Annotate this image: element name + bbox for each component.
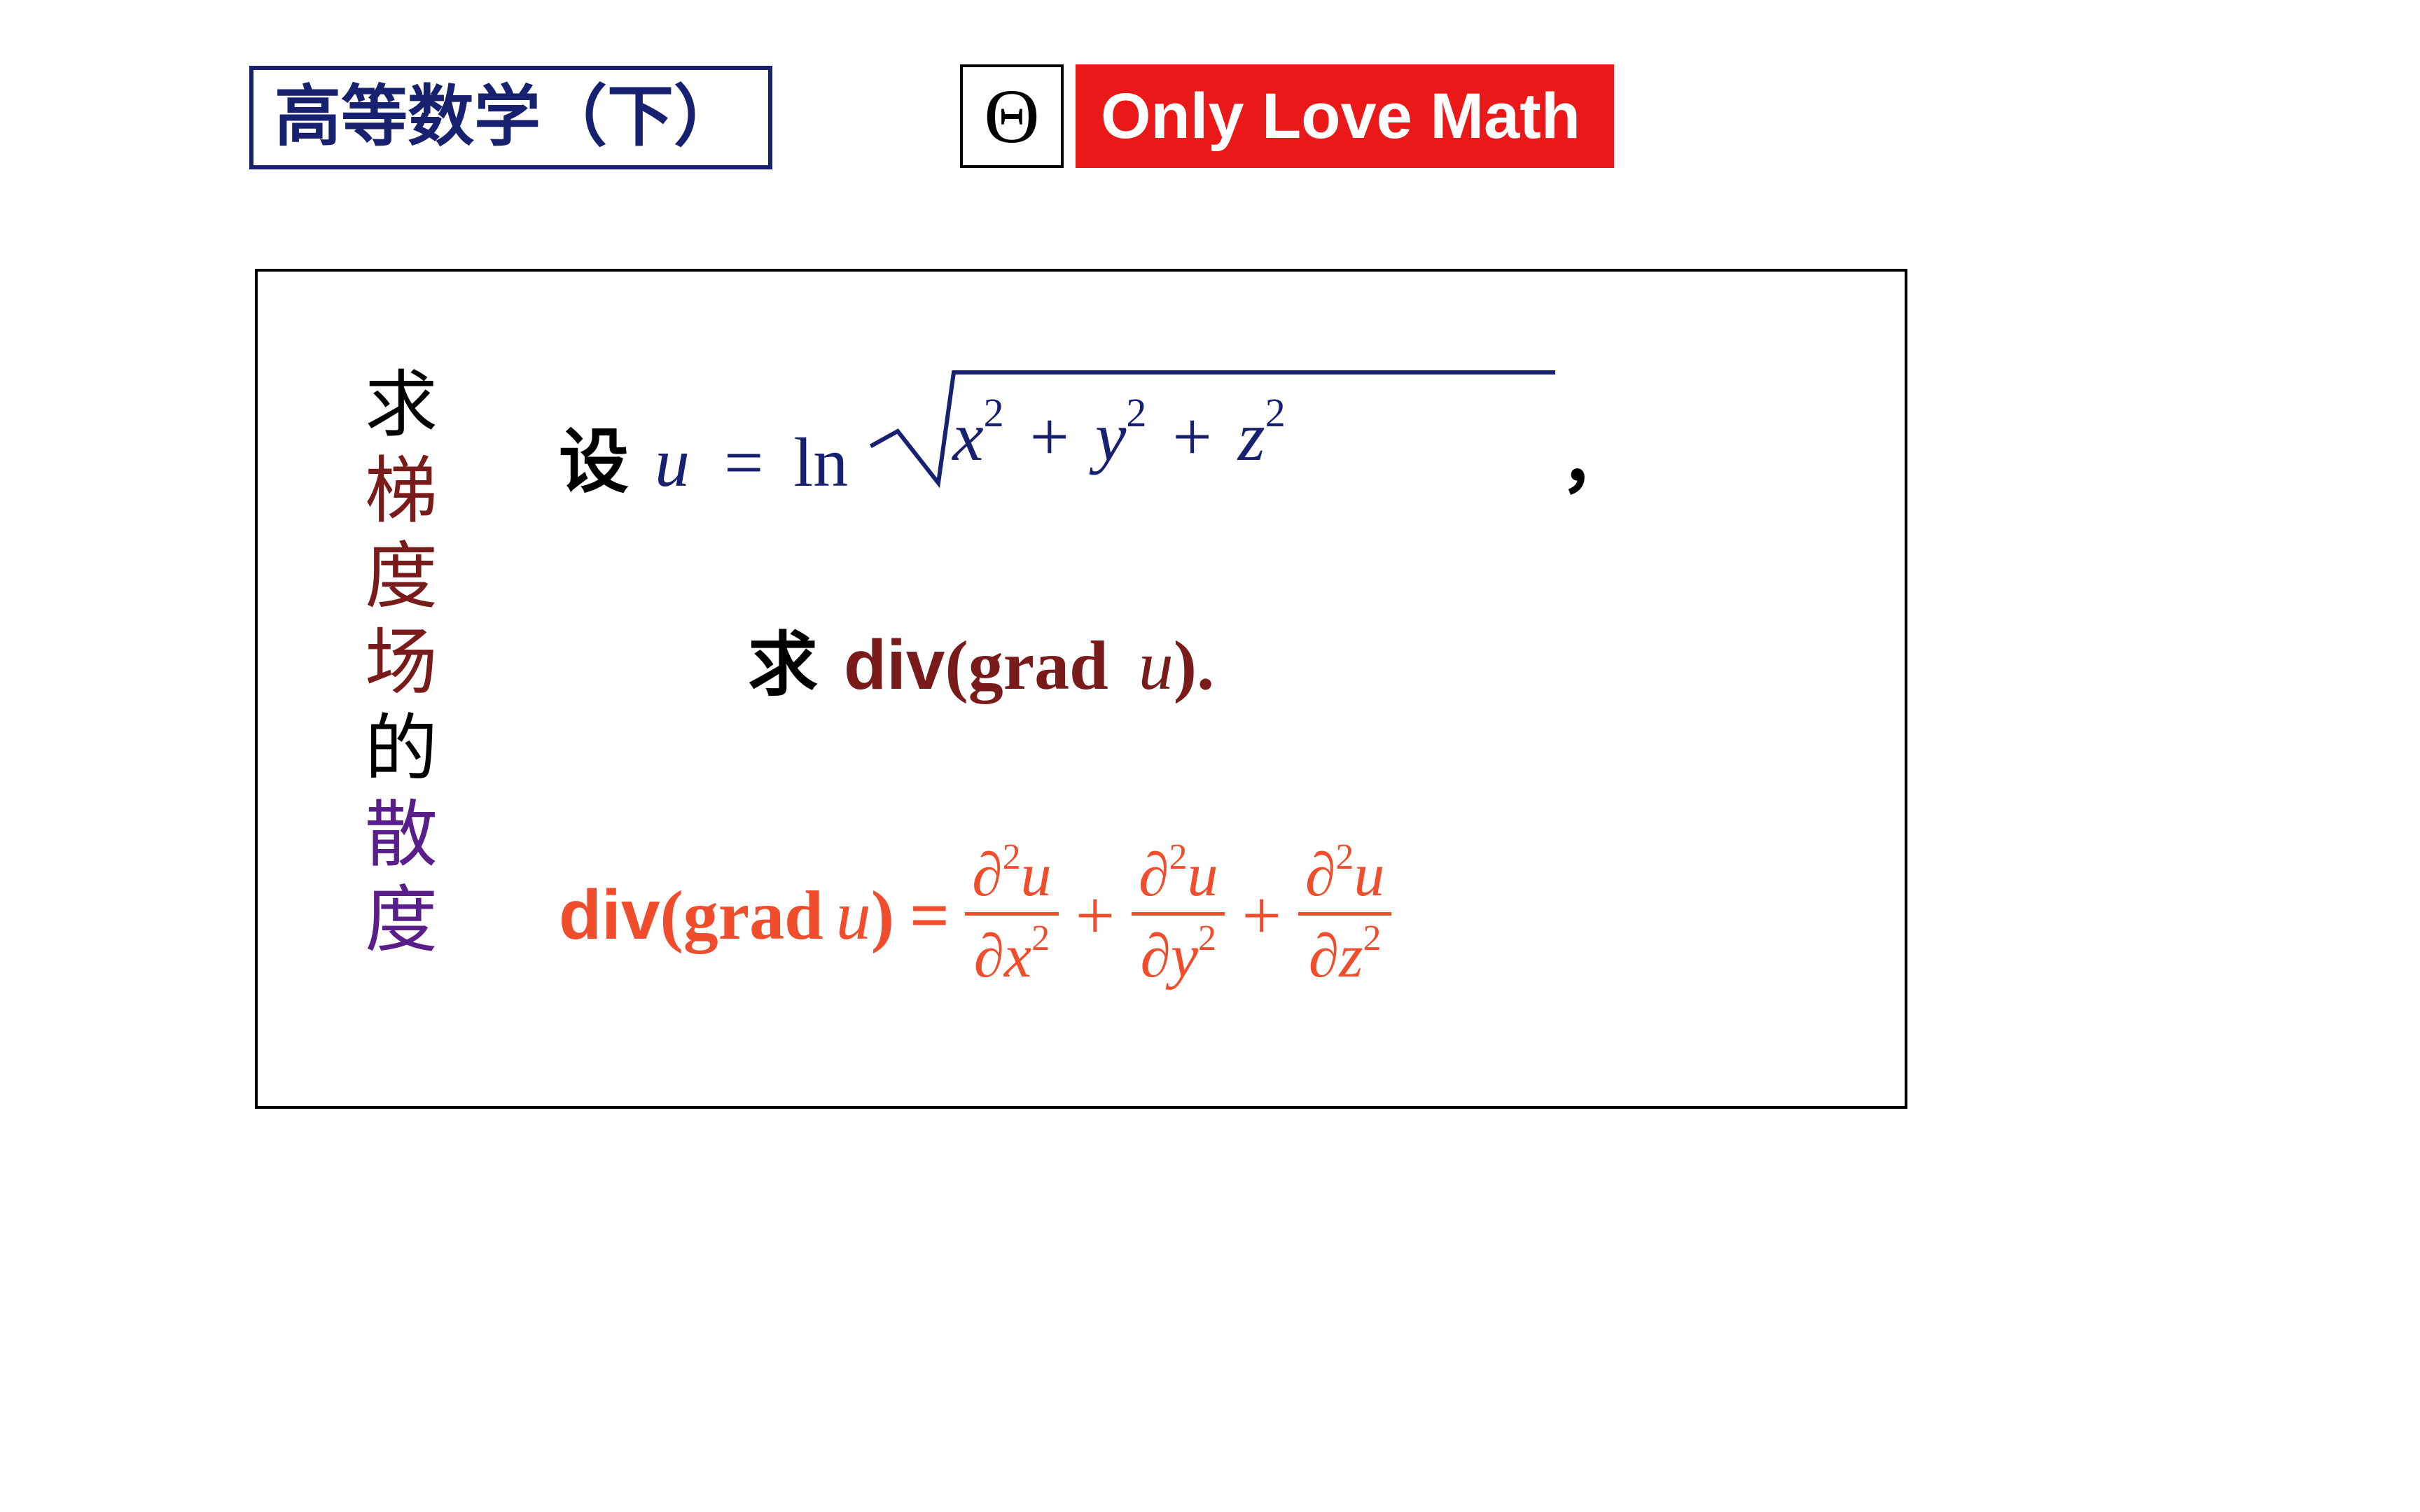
vc-7: 度 [363,878,440,964]
equals-2: = [910,875,950,955]
u2n: u [1187,841,1218,909]
ln-op: ln [793,424,848,501]
vc-6: 散 [363,792,440,878]
u1n: u [1021,841,1052,909]
vc-2: 梯 [363,449,440,535]
cn-comma: ， [1560,423,1630,501]
word-let: 设 [559,423,629,501]
z3d: z [1339,923,1363,990]
frac-y-num: ∂2u [1132,839,1225,911]
plus-a: + [1076,875,1115,955]
u-1: u [1139,626,1174,704]
s1d: 2 [1031,918,1050,958]
p3d: ∂ [1309,923,1339,990]
dot-1: . [1197,626,1214,704]
vertical-label: 求 梯 度 场 的 散 度 [363,363,440,964]
frac-x-num: ∂2u [965,839,1058,911]
formula-line: div(grad u) = ∂2u ∂x2 + ∂2u ∂y2 + ∂2u ∂z… [559,839,1391,993]
p1d: ∂ [974,923,1004,990]
ry-sq: 2 [1126,390,1146,435]
equation-definition: 设 u = ln x2 + y2 + z2 ， [559,363,1630,506]
frac-z-bar [1298,912,1391,916]
brand-text: Only Love Math [1101,80,1580,153]
plus-2: + [1172,398,1211,475]
x1d: x [1004,923,1031,990]
s3d: 2 [1363,918,1381,958]
frac-y-den: ∂y2 [1133,920,1223,992]
grad-op-2: grad [683,875,823,955]
lpar-1: ( [945,626,968,704]
rpar-2: ) [871,875,894,955]
div-op-2: div [559,875,660,955]
plus-b: + [1242,875,1281,955]
frac-z-num: ∂2u [1298,839,1391,911]
theta-logo-box: Θ [960,64,1064,168]
question-line: 求 div(grad u). [748,608,1214,709]
u3n: u [1354,841,1384,909]
frac-z: ∂2u ∂z2 [1298,839,1391,993]
div-op-1: div [844,626,945,704]
word-find: 求 [748,626,818,704]
p2d: ∂ [1140,923,1170,990]
s2d: 2 [1198,918,1216,958]
lpar-2: ( [660,875,683,955]
equals-sign: = [724,424,763,501]
grad-op-1: grad [968,626,1108,704]
s2n: 2 [1169,837,1187,877]
vc-5: 的 [363,706,440,792]
frac-x-bar [965,912,1058,916]
radicand: x2 + y2 + z2 [952,389,1286,477]
rx: x [952,398,983,475]
vc-3: 度 [363,534,440,620]
rpar-1: ) [1174,626,1197,704]
frac-x-den: ∂x2 [967,920,1057,992]
frac-y: ∂2u ∂y2 [1132,839,1225,993]
s3n: 2 [1335,837,1354,877]
u-2: u [836,875,871,955]
frac-y-bar [1132,912,1225,916]
content-box: 求 梯 度 场 的 散 度 设 u = ln x2 + y2 + [255,269,1907,1109]
rx-sq: 2 [984,390,1004,435]
sqrt-expression: x2 + y2 + z2 [870,363,1556,489]
course-title-box: 高等数学（下） [249,66,772,169]
slide-canvas: 高等数学（下） Θ Only Love Math 求 梯 度 场 的 散 度 设… [235,129,2185,1383]
ry: y [1095,398,1126,475]
rz-sq: 2 [1265,390,1286,435]
theta-symbol: Θ [984,72,1039,161]
s1n: 2 [1003,837,1021,877]
vc-4: 场 [363,620,440,706]
var-u: u [655,424,690,501]
frac-x: ∂2u ∂x2 [965,839,1058,993]
brand-box: Only Love Math [1076,64,1614,168]
y2d: y [1171,923,1198,990]
vc-1: 求 [363,363,440,449]
frac-z-den: ∂z2 [1302,920,1389,992]
p1n: ∂ [972,841,1002,909]
p3n: ∂ [1305,841,1335,909]
p2n: ∂ [1139,841,1169,909]
plus-1: + [1030,398,1069,475]
rz: z [1238,398,1265,475]
